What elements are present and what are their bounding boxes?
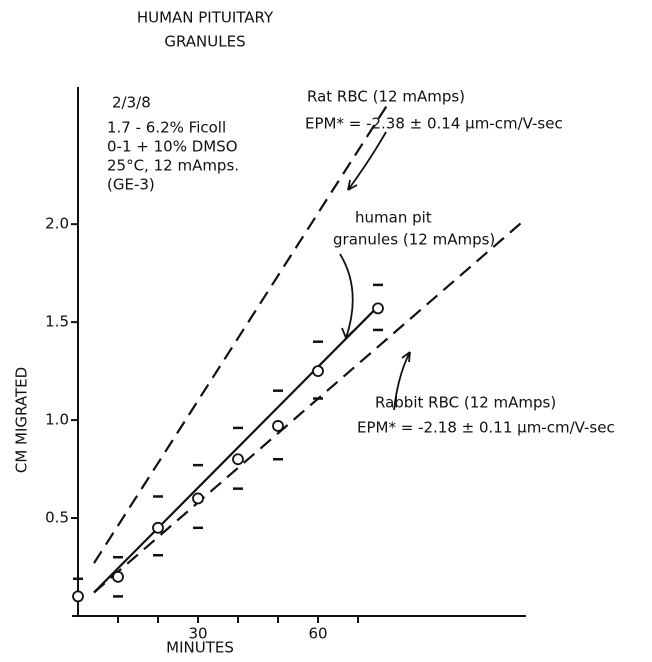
dashed-line xyxy=(93,221,523,594)
note: (GE-3) xyxy=(107,176,155,194)
x-tick-label: 60 xyxy=(308,625,327,643)
y-tick-label: 2.0 xyxy=(45,215,69,233)
y-axis-label: CM MIGRATED xyxy=(13,367,31,473)
data-point xyxy=(72,590,84,603)
line-label: human pit xyxy=(355,209,432,227)
data-point xyxy=(272,420,284,432)
data-point xyxy=(232,453,244,466)
note: 1.7 - 6.2% Ficoll xyxy=(107,119,226,137)
line-label: Rabbit RBC (12 mAmps) xyxy=(375,394,556,412)
line-label: Rat RBC (12 mAmps) xyxy=(307,88,465,106)
data-point xyxy=(152,521,164,534)
chart-title: GRANULES xyxy=(164,33,245,51)
line-label: EPM* = -2.38 ± 0.14 μm-cm/V-sec xyxy=(305,115,563,133)
x-axis-label: MINUTES xyxy=(166,639,234,657)
y-tick-label: 0.5 xyxy=(45,509,69,527)
line-label: EPM* = -2.18 ± 0.11 μm-cm/V-sec xyxy=(357,419,615,437)
arrow xyxy=(393,351,411,411)
data-point xyxy=(372,302,384,315)
line-label: granules (12 mAmps) xyxy=(333,231,495,249)
note: 0-1 + 10% DMSO xyxy=(107,138,238,156)
chart-title: HUMAN PITUITARY xyxy=(137,9,274,27)
dashed-line xyxy=(93,100,391,564)
fit-line xyxy=(93,305,379,594)
x-tick-label: 30 xyxy=(188,625,207,643)
data-point xyxy=(192,492,204,505)
note: 2/3/8 xyxy=(112,94,151,112)
arrow xyxy=(339,253,354,339)
y-tick-label: 1.0 xyxy=(45,411,69,429)
note: 25°C, 12 mAmps. xyxy=(107,157,239,175)
data-point xyxy=(312,365,324,377)
data-point xyxy=(112,570,124,583)
arrow xyxy=(347,131,387,191)
y-tick-label: 1.5 xyxy=(45,313,69,331)
